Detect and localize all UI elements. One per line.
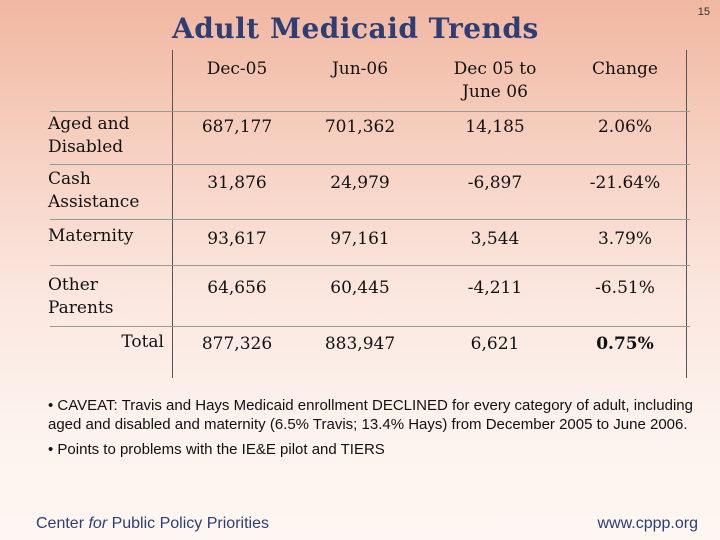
cell-jun06: 24,979 <box>330 173 390 193</box>
note-points: • Points to problems with the IE&E pilot… <box>48 441 385 458</box>
cell-dec05: 31,876 <box>207 173 267 193</box>
cell-diff: 3,544 <box>470 229 520 249</box>
note-caveat: • CAVEAT: Travis and Hays Medicaid enrol… <box>48 397 693 433</box>
page-number: 15 <box>697 6 710 18</box>
cell-dec05: 687,177 <box>201 117 273 137</box>
cell-jun06: 60,445 <box>330 278 390 298</box>
cell-change-total: 0.75% <box>596 334 654 354</box>
table-hline <box>50 111 690 112</box>
row-label-line1: Other <box>48 275 98 295</box>
cell-diff: 6,621 <box>470 334 520 354</box>
table-hline <box>50 265 690 266</box>
cell-change: 2.06% <box>597 117 652 137</box>
header-diff-line1: Dec 05 to <box>453 59 537 79</box>
cell-change: -21.64% <box>589 173 661 193</box>
header-diff-line2: June 06 <box>462 82 528 102</box>
cell-dec05: 93,617 <box>207 229 267 249</box>
row-label-total: Total <box>121 332 164 352</box>
table-hline <box>50 164 690 165</box>
cell-jun06: 97,161 <box>330 229 390 249</box>
table-vline-1 <box>172 50 173 378</box>
footer-org-suffix: Public Policy Priorities <box>107 515 269 532</box>
row-label-other-parents: Other Parents <box>48 274 173 320</box>
table-hline <box>50 326 690 327</box>
row-label-line2: Disabled <box>48 137 124 157</box>
header-jun06: Jun-06 <box>331 59 389 79</box>
header-dec05: Dec-05 <box>206 59 268 79</box>
cell-dec05: 64,656 <box>207 278 267 298</box>
table-hline <box>50 219 690 220</box>
row-label-maternity: Maternity <box>48 226 134 246</box>
cell-change: -6.51% <box>595 278 655 298</box>
cell-diff: -6,897 <box>467 173 523 193</box>
footer-url[interactable]: www.cppp.org <box>597 515 699 532</box>
header-diff: Dec 05 to June 06 <box>440 58 550 104</box>
row-label-line1: Cash <box>48 169 91 189</box>
footer-org: Center for Public Policy Priorities <box>36 515 269 533</box>
page-title: Adult Medicaid Trends <box>172 12 539 45</box>
cell-jun06: 701,362 <box>324 117 396 137</box>
notes: • CAVEAT: Travis and Hays Medicaid enrol… <box>48 396 698 465</box>
footer-org-italic: for <box>88 515 108 532</box>
cell-diff: -4,211 <box>467 278 523 298</box>
cell-dec05: 877,326 <box>201 334 273 354</box>
cell-diff: 14,185 <box>465 117 525 137</box>
row-label-cash-assistance: Cash Assistance <box>48 168 173 214</box>
row-label-line2: Parents <box>48 298 114 318</box>
header-change: Change <box>592 59 658 79</box>
row-label-line2: Assistance <box>48 192 140 212</box>
row-label-line1: Aged and <box>48 114 130 134</box>
cell-jun06: 883,947 <box>324 334 396 354</box>
row-label-aged-disabled: Aged and Disabled <box>48 113 173 159</box>
cell-change: 3.79% <box>597 229 652 249</box>
table-vline-2 <box>686 50 687 378</box>
footer-org-prefix: Center <box>36 515 89 532</box>
